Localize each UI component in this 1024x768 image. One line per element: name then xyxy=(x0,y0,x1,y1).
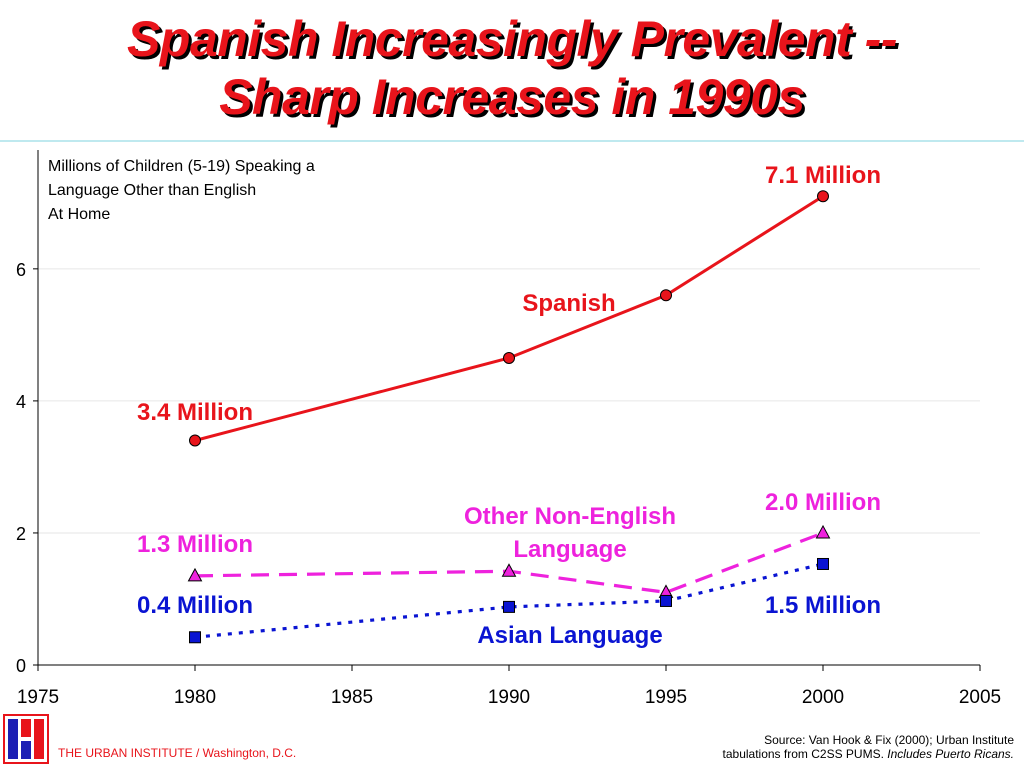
y-axis-caption-line-1: Millions of Children (5-19) Speaking a xyxy=(48,158,315,175)
source-line-2-text: tabulations from C2SS PUMS. xyxy=(722,747,884,761)
footer-organization: THE URBAN INSTITUTE / Washington, D.C. xyxy=(58,746,297,760)
y-tick-label-4: 4 xyxy=(16,392,26,412)
x-tick-label-1985: 1985 xyxy=(331,687,373,708)
series-2-point-1980 xyxy=(187,567,203,582)
series-3-point-1980 xyxy=(189,631,201,644)
y-tick-label-2: 2 xyxy=(16,524,26,544)
annotation-6: 2.0 Million xyxy=(765,489,881,516)
series-line-3 xyxy=(194,562,824,639)
y-tick-label-0: 0 xyxy=(16,656,26,676)
x-tick-label-2000: 2000 xyxy=(802,687,844,708)
series-1-point-1995 xyxy=(660,289,672,302)
series-line-2 xyxy=(194,531,824,595)
series-2-point-1990 xyxy=(501,563,517,577)
annotation-4: Other Non-English xyxy=(464,503,676,530)
series-2-point-2000 xyxy=(815,524,831,539)
urban-institute-logo xyxy=(3,714,49,764)
x-tick-label-2005: 2005 xyxy=(959,687,1001,708)
annotation-5: Language xyxy=(513,536,626,563)
title-line-1: Spanish Increasingly Prevalent -- xyxy=(127,11,897,67)
annotation-3: 3.4 Million xyxy=(137,399,253,426)
series-3-point-1990 xyxy=(503,600,515,613)
source-note-italic: Includes Puerto Ricans. xyxy=(887,747,1014,761)
source-line-2: tabulations from C2SS PUMS. Includes Pue… xyxy=(723,747,1014,761)
x-tick-label-1995: 1995 xyxy=(645,687,687,708)
x-tick-label-1990: 1990 xyxy=(488,687,530,708)
annotation-8: 0.4 Million xyxy=(137,592,253,619)
source-line-1: Source: Van Hook & Fix (2000); Urban Ins… xyxy=(764,733,1014,747)
y-tick-label-6: 6 xyxy=(16,260,26,280)
x-tick-label-1975: 1975 xyxy=(17,687,59,708)
series-1-point-2000 xyxy=(817,190,829,203)
annotation-7: 1.3 Million xyxy=(137,531,253,558)
title-divider xyxy=(0,140,1024,142)
series-1-point-1990 xyxy=(503,351,515,364)
annotation-10: Asian Language xyxy=(477,622,662,649)
series-3-point-1995 xyxy=(660,594,672,607)
chart-title: Spanish Increasingly Prevalent -- Sharp … xyxy=(0,10,1024,126)
series-line-1 xyxy=(194,194,824,442)
annotation-9: 1.5 Million xyxy=(765,592,881,619)
title-line-2: Sharp Increases in 1990s xyxy=(219,69,805,125)
series-3-point-2000 xyxy=(817,557,829,570)
source-note: Source: Van Hook & Fix (2000); Urban Ins… xyxy=(723,733,1014,761)
annotation-2: Spanish xyxy=(522,290,615,317)
x-tick-label-1980: 1980 xyxy=(174,687,216,708)
y-axis-caption-line-2: Language Other than English xyxy=(48,182,256,199)
annotation-1: 7.1 Million xyxy=(765,162,881,189)
series-1-point-1980 xyxy=(189,434,201,447)
y-axis-caption-line-3: At Home xyxy=(48,206,110,223)
